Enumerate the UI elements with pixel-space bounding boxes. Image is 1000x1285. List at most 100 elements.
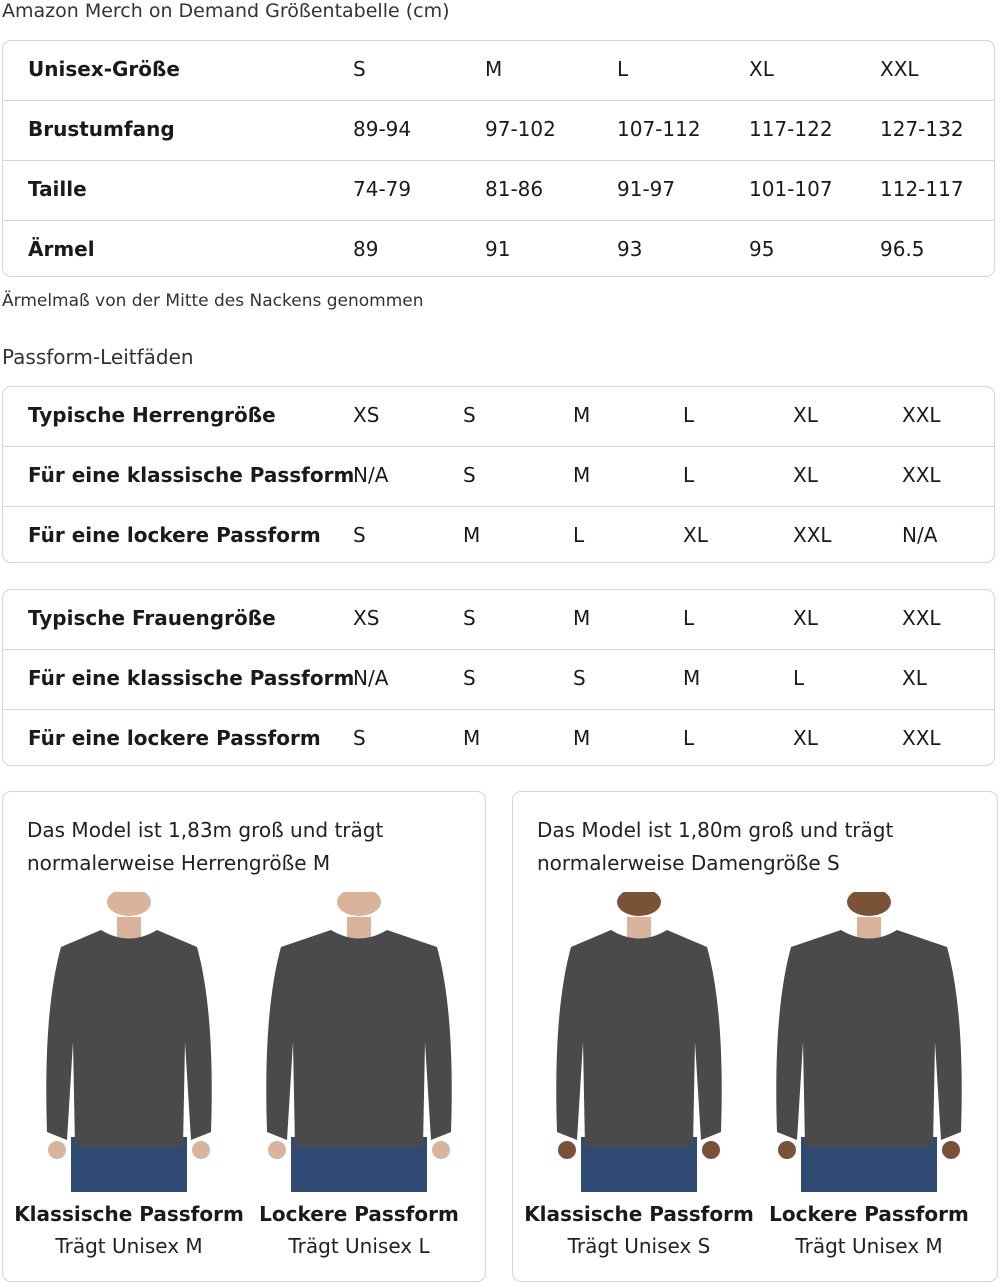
table-cell: M [573,606,591,630]
row-label: Für eine lockere Passform [28,726,321,750]
row-label: Unisex-Größe [28,57,180,81]
table-cell: XL [793,726,818,750]
row-label: Ärmel [28,237,95,261]
table-cell: 107-112 [617,117,701,141]
figure-caption: Klassische Passform Trägt Unisex S [519,1202,759,1258]
table-cell: M [573,403,591,427]
row-label: Für eine lockere Passform [28,523,321,547]
table-cell: 117-122 [749,117,833,141]
model-description: Das Model ist 1,83m groß und trägt normal… [27,814,447,880]
women-fit-table: Typische Frauengröße XS S M L XL XXL Für eine k… [2,589,995,766]
classic-fit-model-image [539,888,739,1192]
table-cell: L [793,666,805,690]
table-cell: 89 [353,237,379,261]
table-cell: N/A [353,666,389,690]
table-cell: L [683,403,695,427]
table-row: Brustumfang 89-94 97-102 107-112 117-122 127-… [3,101,994,161]
table-row: Unisex-Größe S M L XL XXL [3,41,994,101]
table-row: Taille 74-79 81-86 91-97 101-107 112-117 [3,161,994,221]
table-cell: M [463,726,481,750]
women-model-card: Das Model ist 1,80m groß und trägt normal… [512,791,998,1282]
model-description: Das Model ist 1,80m groß und trägt normal… [537,814,957,880]
table-cell: M [573,726,591,750]
table-cell: 89-94 [353,117,412,141]
description-line: normalerweise Herrengröße M [27,851,331,875]
wears-size: Trägt Unisex M [795,1234,943,1258]
table-cell: XL [793,463,818,487]
table-cell: L [573,523,585,547]
size-table: Unisex-Größe S M L XL XXL Brustumfang 89-94 97-1… [2,40,995,277]
head [337,888,381,916]
table-cell: M [573,463,591,487]
sweatshirt-body [556,930,722,1147]
fit-label: Klassische Passform [524,1202,754,1226]
row-label: Für eine klassische Passform [28,666,355,690]
loose-fit-model-image [769,888,969,1192]
sweatshirt-body [266,930,452,1147]
table-cell: XL [683,523,708,547]
wears-size: Trägt Unisex M [55,1234,203,1258]
table-cell: 101-107 [749,177,833,201]
sweatshirt-body [776,930,962,1147]
table-cell: L [683,463,695,487]
table-cell: XXL [902,463,941,487]
table-cell: N/A [353,463,389,487]
table-cell: S [463,606,476,630]
table-cell: L [617,57,629,81]
head [847,888,891,916]
table-cell: S [463,666,476,690]
table-cell: XL [793,606,818,630]
table-row: Ärmel 89 91 93 95 96.5 [3,221,994,280]
table-cell: 81-86 [485,177,544,201]
table-cell: XL [749,57,774,81]
table-cell: S [353,523,366,547]
table-cell: 112-117 [880,177,964,201]
table-cell: N/A [902,523,938,547]
table-cell: 97-102 [485,117,556,141]
loose-fit-model-image [259,888,459,1192]
fit-label: Lockere Passform [259,1202,459,1226]
table-cell: XXL [902,726,941,750]
table-cell: S [463,463,476,487]
table-cell: S [353,57,366,81]
table-cell: S [463,403,476,427]
table-cell: 93 [617,237,643,261]
figure-caption: Lockere Passform Trägt Unisex M [749,1202,989,1258]
table-cell: S [353,726,366,750]
table-cell: 96.5 [880,237,925,261]
table-row: Für eine klassische Passform N/A S M L XL XXL [3,447,994,507]
table-cell: 91-97 [617,177,676,201]
classic-fit-model-image [29,888,229,1192]
row-label: Taille [28,177,87,201]
figure-caption: Lockere Passform Trägt Unisex L [239,1202,479,1258]
table-cell: XL [902,666,927,690]
table-cell: XXL [902,606,941,630]
row-label: Für eine klassische Passform [28,463,355,487]
table-row: Typische Herrengröße XS S M L XL XXL [3,387,994,447]
page-title: Amazon Merch on Demand Größentabelle (cm… [2,0,450,22]
description-line: normalerweise Damengröße S [537,851,840,875]
table-cell: XXL [793,523,832,547]
table-cell: 127-132 [880,117,964,141]
table-row: Für eine lockere Passform S M M L XL XXL [3,710,994,769]
fit-heading: Passform-Leitfäden [2,345,194,369]
fit-label: Klassische Passform [14,1202,244,1226]
figure-caption: Klassische Passform Trägt Unisex M [9,1202,249,1258]
table-cell: M [463,523,481,547]
table-cell: 95 [749,237,775,261]
row-label: Brustumfang [28,117,175,141]
description-line: Das Model ist 1,83m groß und trägt [27,818,384,842]
table-cell: 91 [485,237,511,261]
table-cell: XS [353,606,380,630]
head [107,888,151,916]
table-row: Für eine klassische Passform N/A S S M L XL [3,650,994,710]
table-cell: L [683,606,695,630]
men-model-card: Das Model ist 1,83m groß und trägt normal… [2,791,486,1282]
row-label: Typische Frauengröße [28,606,276,630]
table-row: Für eine lockere Passform S M L XL XXL N/A [3,507,994,566]
table-row: Typische Frauengröße XS S M L XL XXL [3,590,994,650]
head [617,888,661,916]
wears-size: Trägt Unisex S [567,1234,711,1258]
description-line: Das Model ist 1,80m groß und trägt [537,818,894,842]
table-cell: M [485,57,503,81]
